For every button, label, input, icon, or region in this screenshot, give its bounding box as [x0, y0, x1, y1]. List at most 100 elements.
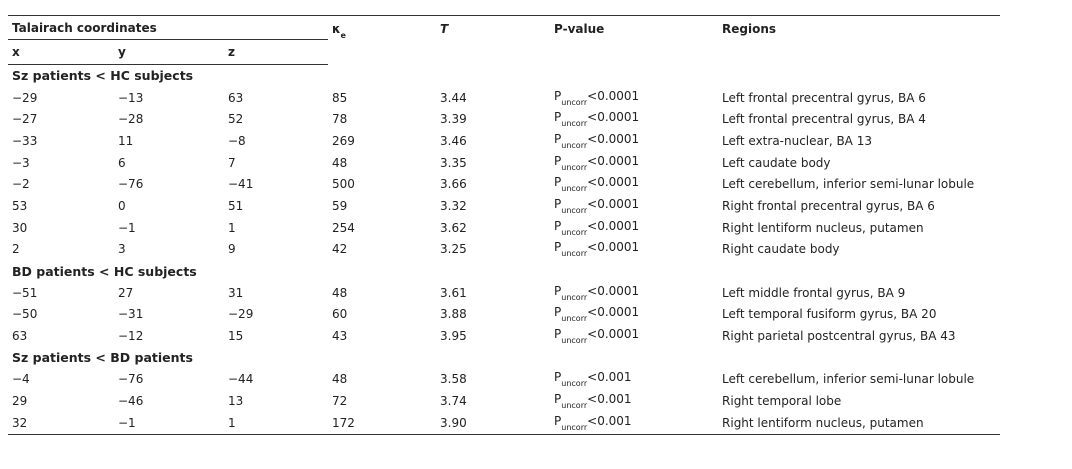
cell: 3.25	[440, 242, 467, 257]
p-threshold: <0.0001	[587, 240, 640, 255]
data-row: 2 3 9 42 3.25 Puncorr<0.0001 Right caudate bod…	[8, 239, 1000, 261]
region-cell: Right parietal postcentral gyrus, BA 43	[722, 329, 956, 344]
p-threshold: <0.0001	[587, 283, 640, 298]
data-row: −3 6 7 48 3.35 Puncorr<0.0001 Left caudate bod…	[8, 152, 1000, 174]
header-cell: z	[224, 40, 329, 65]
region-cell: Left frontal precentral gyrus, BA 4	[722, 112, 926, 127]
cell: 254	[332, 220, 355, 235]
cell: −29	[228, 307, 254, 322]
data-row: 29 −46 13 72 3.74 Puncorr<0.001 Right temporal…	[8, 390, 1000, 412]
p-subscript: uncorr	[561, 292, 588, 302]
cell: 78	[332, 112, 348, 127]
section-row: Sz patients < BD patients	[8, 347, 1000, 369]
cell: 13	[228, 394, 244, 409]
cell: 15	[228, 329, 244, 344]
p-symbol: P	[554, 283, 562, 298]
data-row: −29 −13 63 85 3.44 Puncorr<0.0001 Left frontal…	[8, 87, 1000, 109]
region-cell: Right caudate body	[722, 242, 840, 257]
data-row: 32 −1 1 172 3.90 Puncorr<0.001 Right lentiform…	[8, 412, 1001, 435]
region-cell: Left cerebellum, inferior semi-lunar lob…	[722, 177, 975, 192]
data-row: −2 −76 −41 500 3.66 Puncorr<0.0001 Left cerebe…	[8, 173, 1000, 195]
cell: 3.46	[440, 133, 467, 148]
cell: −28	[118, 112, 144, 127]
cell: 3.95	[440, 329, 467, 344]
cell: 3.32	[440, 198, 467, 213]
cell: 11	[118, 133, 134, 148]
cell: 3.88	[440, 307, 467, 322]
cell: 3.66	[440, 177, 467, 192]
p-threshold: <0.001	[587, 413, 632, 428]
cell: 3.90	[436, 412, 551, 435]
p-symbol: P	[554, 110, 562, 125]
cell: −4	[12, 372, 30, 387]
header-cell: P-value	[550, 15, 719, 65]
data-row: −51 27 31 48 3.61 Puncorr<0.0001 Left middle f…	[8, 282, 1000, 304]
p-threshold: <0.0001	[587, 218, 640, 233]
p-cell: Puncorr<0.0001	[550, 173, 718, 195]
cell: 3.44	[440, 90, 467, 105]
cell: −2	[12, 177, 30, 192]
section-title: Sz patients < HC subjects	[12, 68, 194, 84]
cell: 1	[228, 220, 236, 235]
p-threshold: <0.0001	[587, 305, 640, 320]
cell: 52	[228, 112, 244, 127]
p-cell: Puncorr<0.0001	[550, 325, 718, 347]
p-cell: Puncorr<0.0001	[550, 195, 718, 217]
region-cell: Left extra-nuclear, BA 13	[722, 133, 872, 148]
section-row: Sz patients < HC subjects	[8, 65, 1000, 87]
cell: −12	[118, 329, 144, 344]
header-cell: Regions	[718, 15, 1001, 65]
cell: −31	[118, 307, 144, 322]
cell: 2	[12, 242, 20, 257]
cell: 60	[332, 307, 348, 322]
data-row: 53 0 51 59 3.32 Puncorr<0.0001 Right frontal p…	[8, 195, 1000, 217]
cell: −41	[228, 177, 254, 192]
cell: 9	[228, 242, 236, 257]
p-subscript: uncorr	[561, 205, 588, 215]
results-table: Talairach coordinates κe T P-value Regio…	[8, 15, 1001, 435]
cell: 27	[118, 285, 134, 300]
p-threshold: <0.0001	[587, 110, 640, 125]
header-row: x y z	[8, 40, 1000, 65]
p-threshold: <0.0001	[587, 327, 640, 342]
data-row: 30 −1 1 254 3.62 Puncorr<0.0001 Right lentifor…	[8, 217, 1000, 239]
p-symbol: P	[554, 131, 562, 146]
cell: 48	[332, 372, 348, 387]
region-cell: Left frontal precentral gyrus, BA 6	[722, 90, 926, 105]
data-row: 63 −12 15 43 3.95 Puncorr<0.0001 Right parieta…	[8, 325, 1000, 347]
p-subscript: uncorr	[561, 314, 588, 324]
data-row: −4 −76 −44 48 3.58 Puncorr<0.001 Left cerebell…	[8, 369, 1000, 391]
cell: −44	[228, 372, 254, 387]
cell: −76	[118, 372, 144, 387]
p-subscript: uncorr	[561, 140, 588, 150]
p-subscript: uncorr	[561, 97, 588, 107]
p-threshold: <0.0001	[587, 175, 640, 190]
header-cell: x	[8, 40, 114, 65]
cell: 3.62	[440, 220, 467, 235]
region-cell: Right frontal precentral gyrus, BA 6	[722, 198, 935, 213]
p-threshold: <0.0001	[587, 196, 640, 211]
cell: 1	[224, 412, 329, 435]
p-symbol: P	[554, 218, 562, 233]
data-row: −33 11 −8 269 3.46 Puncorr<0.0001 Left extra-n…	[8, 130, 1000, 152]
p-cell: Puncorr<0.0001	[550, 217, 718, 239]
p-symbol: P	[554, 305, 562, 320]
cell: 3.74	[440, 394, 467, 409]
cell: −3	[12, 155, 30, 170]
region-cell: Left cerebellum, inferior semi-lunar lob…	[722, 372, 975, 387]
p-cell: Puncorr<0.0001	[550, 282, 718, 304]
p-threshold: <0.001	[587, 392, 632, 407]
cell: −1	[114, 412, 224, 435]
cell: −29	[12, 90, 38, 105]
p-symbol: P	[554, 88, 562, 103]
cell: 269	[332, 133, 355, 148]
p-cell: Puncorr<0.0001	[550, 87, 718, 109]
p-symbol: P	[554, 175, 562, 190]
region-cell: Right temporal lobe	[722, 394, 842, 409]
cell: 172	[328, 412, 437, 435]
p-cell: Puncorr<0.001	[550, 390, 718, 412]
p-cell: Puncorr<0.001	[550, 412, 719, 435]
cell: 500	[332, 177, 355, 192]
p-subscript: uncorr	[561, 401, 588, 411]
